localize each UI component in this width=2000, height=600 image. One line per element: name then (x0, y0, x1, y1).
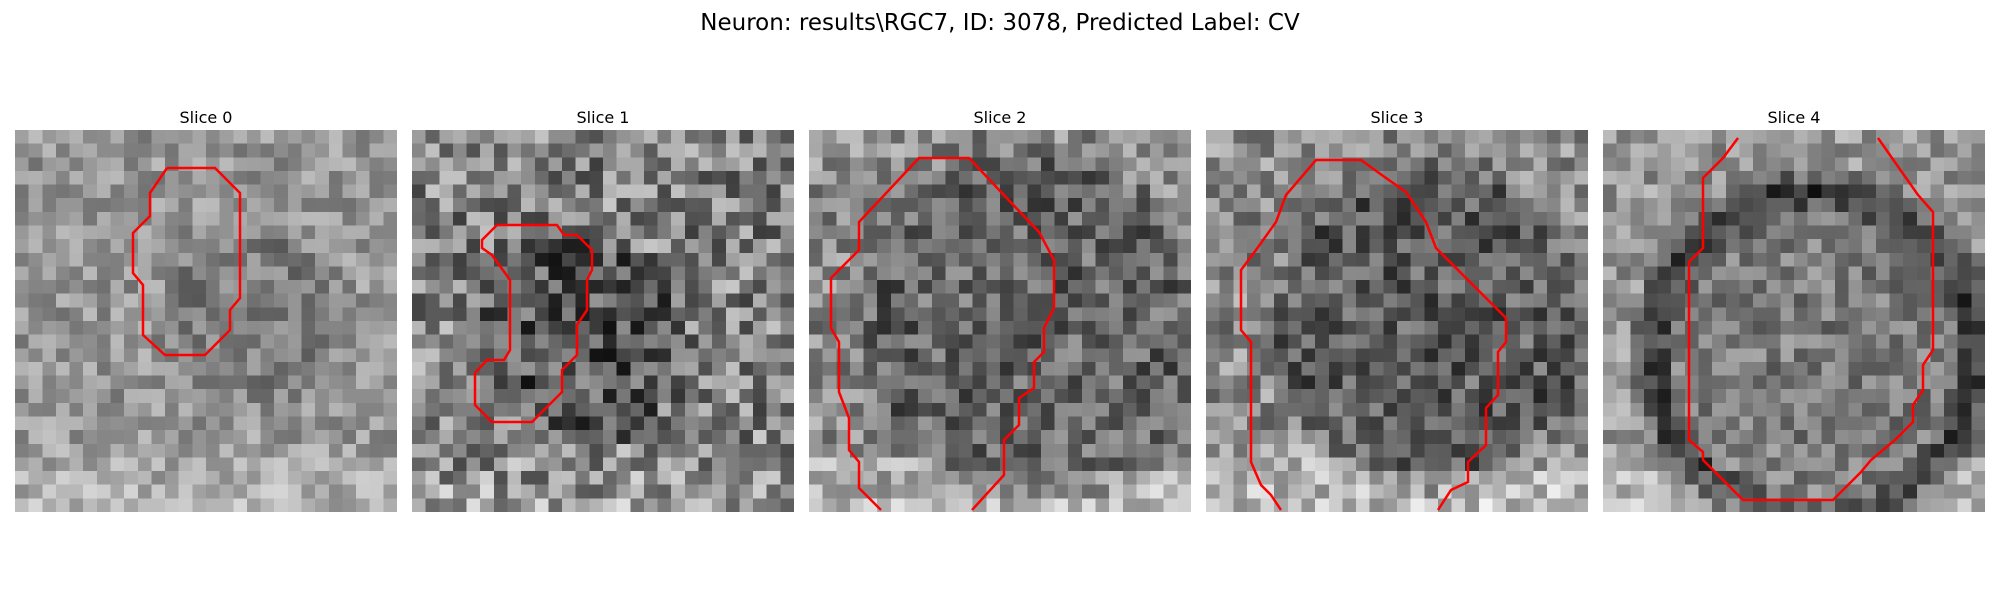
slice-title: Slice 3 (1370, 108, 1424, 127)
slice-1-image (412, 130, 794, 512)
slice-0-image (15, 130, 397, 512)
microscopy-texture (15, 130, 397, 512)
microscopy-texture (809, 130, 1191, 512)
segmentation-contour (829, 156, 1056, 511)
microscopy-texture (1603, 130, 1985, 512)
segmentation-contour (131, 166, 242, 357)
slice-panel: Slice 1 (412, 108, 794, 512)
slice-panel: Slice 3 (1206, 108, 1588, 512)
figure-title: Neuron: results\RGC7, ID: 3078, Predicte… (700, 10, 1300, 36)
slice-title: Slice 4 (1767, 108, 1821, 127)
segmentation-contour (1687, 137, 1935, 502)
slice-3-image (1206, 130, 1588, 512)
slice-panel: Slice 4 (1603, 108, 1985, 512)
segmentation-contour (473, 223, 594, 424)
slice-title: Slice 1 (576, 108, 630, 127)
microscopy-texture (1206, 130, 1588, 512)
slice-2-image (809, 130, 1191, 512)
segmentation-contour (1239, 158, 1508, 511)
microscopy-texture (412, 130, 794, 512)
slice-title: Slice 2 (973, 108, 1027, 127)
slice-panel: Slice 2 (809, 108, 1191, 512)
slice-4-image (1603, 130, 1985, 512)
slice-title: Slice 0 (179, 108, 233, 127)
slice-panel: Slice 0 (15, 108, 397, 512)
